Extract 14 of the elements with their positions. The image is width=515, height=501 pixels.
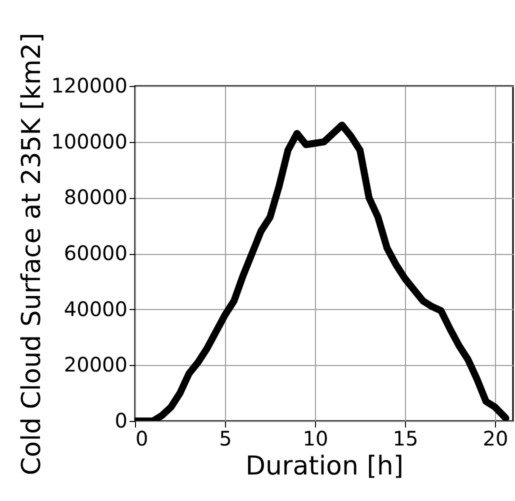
x-tick-label: 10: [302, 426, 328, 450]
x-axis-title: Duration [h]: [246, 452, 404, 482]
x-tick-label: 0: [136, 426, 148, 450]
y-tick-label: 0: [114, 408, 128, 432]
y-tick-label: 60000: [64, 241, 128, 265]
y-tick-label: 40000: [64, 296, 128, 321]
x-tick-label: 20: [482, 426, 508, 450]
y-tick-label: 80000: [64, 185, 128, 210]
y-tick-label: 20000: [64, 352, 128, 377]
x-tick-label: 15: [392, 426, 418, 450]
y-tick-label: 120000: [51, 74, 128, 98]
x-tick-label: 5: [219, 426, 232, 450]
y-tick-label: 100000: [51, 129, 128, 154]
y-axis-title: Cold Cloud Surface at 235K [km2]: [17, 32, 48, 476]
